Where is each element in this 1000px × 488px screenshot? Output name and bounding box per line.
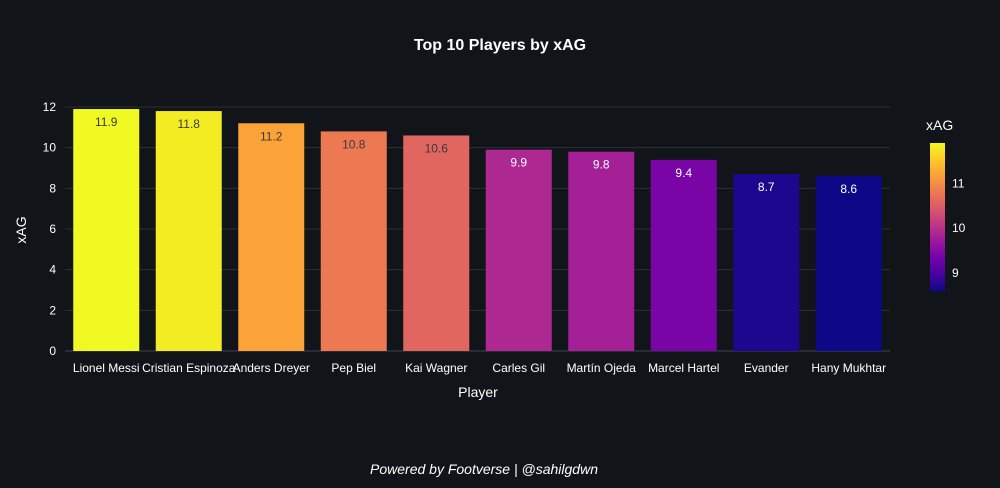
bar-value-label: 8.7: [758, 180, 775, 194]
x-tick-label: Lionel Messi: [73, 361, 140, 375]
bars: 11.9 11.8 11.2 10.8 10.6 9.9 9.8 9.4 8.7 8.6: [73, 109, 882, 352]
x-axis-title: Player: [458, 384, 498, 400]
x-tick-label: Marcel Hartel: [648, 361, 719, 375]
bar: [320, 131, 387, 351]
x-tick-label: Kai Wagner: [405, 361, 467, 375]
footer-credit: Powered by Footverse | @sahilgdwn: [370, 461, 598, 477]
colorbar-gradient: [930, 143, 945, 291]
bar-value-label: 10.6: [425, 141, 449, 155]
x-tick-label: Evander: [744, 361, 789, 375]
bar: [403, 135, 470, 351]
colorbar-tick-label: 10: [952, 221, 966, 235]
y-axis-title: xAG: [13, 216, 29, 243]
x-tick-label: Pep Biel: [331, 361, 376, 375]
bar: [155, 111, 222, 351]
y-tick-label: 10: [43, 141, 57, 155]
y-tick-labels: 0 2 4 6 8 10 12: [43, 100, 57, 358]
y-tick-label: 6: [49, 222, 56, 236]
bar-value-label: 11.8: [178, 117, 201, 131]
bar-value-label: 11.2: [260, 129, 283, 143]
y-tick-label: 8: [49, 181, 56, 195]
colorbar-tick-label: 11: [952, 176, 965, 190]
x-tick-label: Martín Ojeda: [567, 361, 637, 375]
x-tick-label: Cristian Espinoza: [142, 361, 236, 375]
colorbar: xAG 9 10 11: [926, 117, 966, 291]
colorbar-tick-label: 9: [952, 266, 959, 280]
bar-value-label: 11.9: [95, 115, 118, 129]
x-tick-label: Hany Mukhtar: [811, 361, 886, 375]
bar: [815, 176, 882, 351]
bar: [485, 149, 552, 351]
bar-value-label: 9.9: [510, 156, 527, 170]
x-tick-label: Carles Gil: [492, 361, 545, 375]
bar-value-label: 9.8: [593, 158, 610, 172]
colorbar-title: xAG: [926, 117, 953, 133]
x-tick-label: Anders Dreyer: [233, 361, 310, 375]
bar-value-label: 8.6: [840, 182, 857, 196]
bar-value-label: 10.8: [342, 137, 366, 151]
bar: [733, 174, 800, 351]
y-tick-label: 0: [49, 344, 56, 358]
bar: [650, 159, 717, 351]
bar: [568, 151, 635, 351]
y-tick-label: 4: [49, 263, 56, 277]
bar: [73, 109, 140, 352]
bar: [238, 123, 305, 352]
y-tick-label: 2: [49, 303, 56, 317]
chart-title: Top 10 Players by xAG: [414, 37, 586, 54]
y-tick-label: 12: [43, 100, 57, 114]
colorbar-ticks: 9 10 11: [952, 176, 966, 280]
bar-value-label: 9.4: [675, 166, 692, 180]
